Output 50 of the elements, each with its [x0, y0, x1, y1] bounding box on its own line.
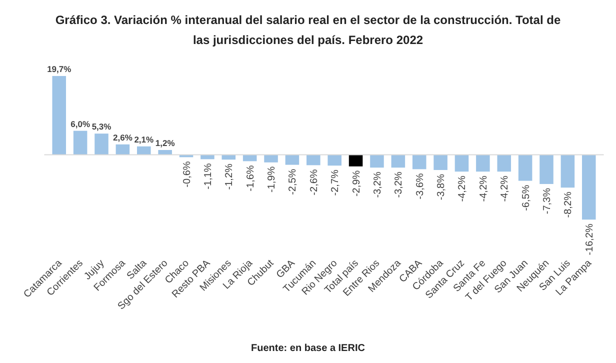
bar: [285, 154, 300, 165]
bar: [391, 154, 406, 168]
data-label: -3,8%: [436, 174, 448, 200]
bar: [328, 154, 342, 166]
data-label: -3,2%: [372, 171, 384, 198]
data-label: -2,5%: [288, 168, 299, 195]
data-label: -16,2%: [584, 223, 596, 256]
source-note: Fuente: en base a IERIC: [251, 343, 365, 354]
data-label: -1,6%: [245, 165, 256, 192]
data-label: 2,6%: [113, 132, 133, 142]
bar: [434, 154, 448, 170]
data-label: -1,9%: [266, 166, 278, 193]
data-label: -2,9%: [351, 170, 362, 197]
bar: [476, 154, 490, 172]
bar: [518, 154, 532, 181]
data-label: -2,7%: [330, 169, 342, 196]
data-label: -1,2%: [224, 163, 236, 190]
bar: [582, 154, 596, 220]
bar: [412, 154, 426, 170]
bar: [264, 154, 278, 162]
bar: [370, 154, 384, 168]
bar: [497, 154, 511, 172]
data-label: 5,3%: [92, 122, 112, 132]
bar: [454, 154, 469, 172]
bar: [158, 150, 172, 155]
data-label: -8,2%: [563, 191, 574, 218]
data-label: -4,2%: [457, 175, 468, 202]
bar: [540, 154, 554, 184]
data-label: -2,6%: [308, 169, 320, 196]
data-label: -4,2%: [500, 175, 511, 202]
data-label: -0,6%: [182, 161, 193, 188]
bar: [306, 154, 320, 166]
data-label: 6,0%: [70, 118, 90, 129]
bar: [73, 130, 88, 155]
bar: [116, 144, 130, 155]
data-label: -7,3%: [542, 188, 553, 214]
data-label: 2,1%: [134, 134, 154, 144]
data-label: -1,1%: [202, 163, 214, 190]
bar: [348, 154, 363, 166]
chart-title: Gráfico 3. Variación % interanual del salario real en el sector de la construcción. Total de las jurisdicciones del país. Febrero 2022: [55, 13, 561, 47]
data-label: -3,6%: [414, 173, 426, 200]
data-label: -6,5%: [520, 184, 532, 211]
bar: [52, 76, 66, 155]
data-label: 1,2%: [155, 138, 176, 148]
bar: [560, 154, 575, 188]
data-label: 19,7%: [47, 64, 72, 74]
bar: [137, 146, 151, 155]
data-label: -4,2%: [478, 175, 490, 202]
bar: [94, 134, 108, 155]
data-label: -3,2%: [394, 171, 405, 198]
